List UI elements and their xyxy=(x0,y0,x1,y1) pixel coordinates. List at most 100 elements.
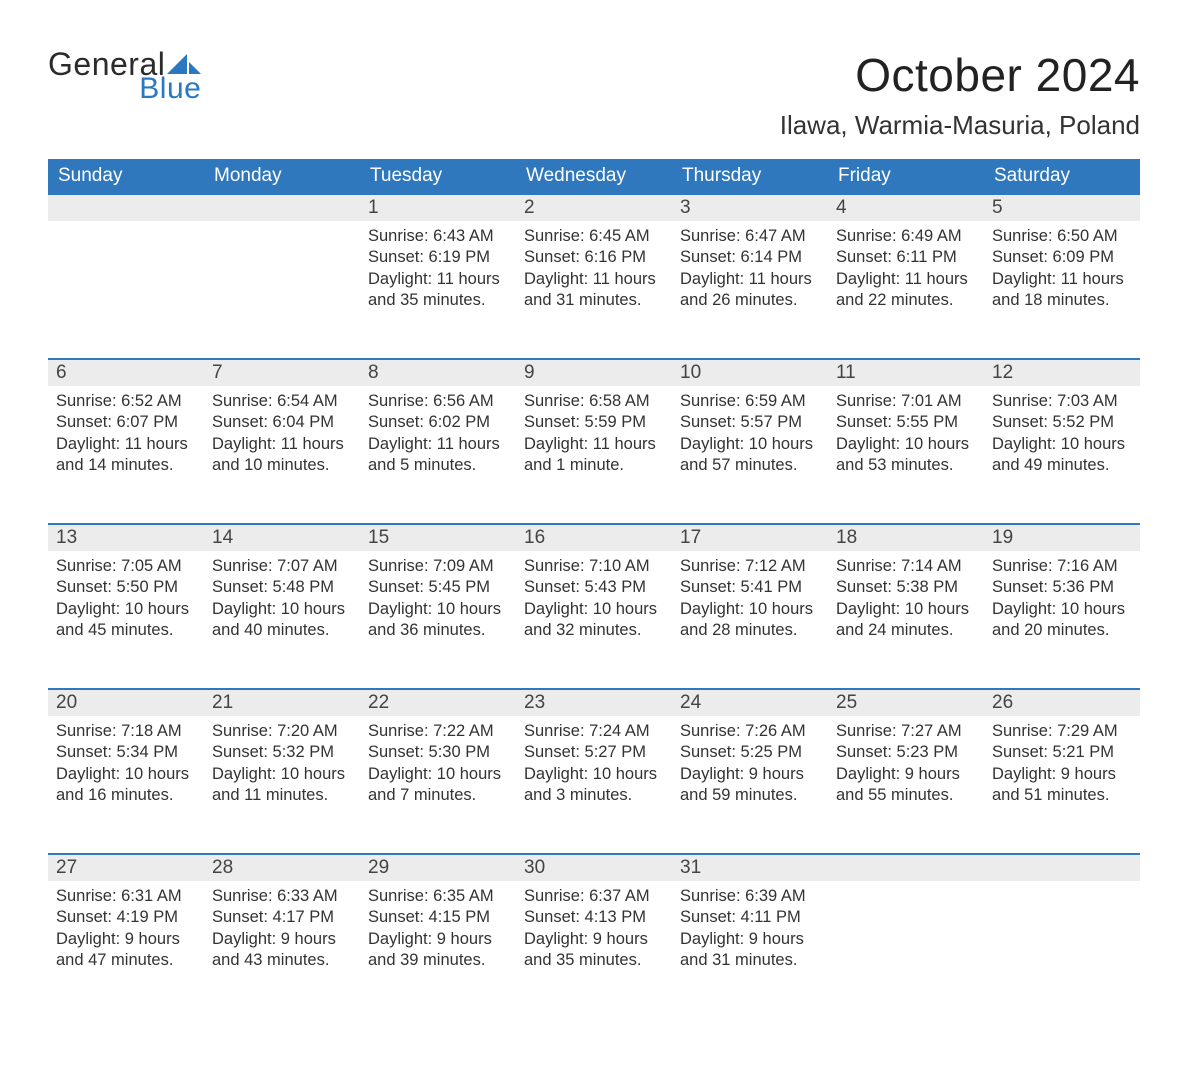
sunrise-text: Sunrise: 7:12 AM xyxy=(680,556,820,577)
sunset-text: Sunset: 6:19 PM xyxy=(368,247,508,268)
sunset-text: Sunset: 5:23 PM xyxy=(836,742,976,763)
daylight-text: Daylight: 11 hours and 5 minutes. xyxy=(368,434,508,477)
daylight-text: Daylight: 9 hours and 31 minutes. xyxy=(680,929,820,972)
day-cell: Sunrise: 7:01 AMSunset: 5:55 PMDaylight:… xyxy=(828,386,984,524)
sunrise-text: Sunrise: 7:03 AM xyxy=(992,391,1132,412)
day-number: 19 xyxy=(984,524,1140,551)
sunset-text: Sunset: 5:38 PM xyxy=(836,577,976,598)
sunrise-text: Sunrise: 6:45 AM xyxy=(524,226,664,247)
content-row: Sunrise: 6:43 AMSunset: 6:19 PMDaylight:… xyxy=(48,221,1140,359)
calendar-header: SundayMondayTuesdayWednesdayThursdayFrid… xyxy=(48,159,1140,194)
day-cell: Sunrise: 6:47 AMSunset: 6:14 PMDaylight:… xyxy=(672,221,828,359)
sunset-text: Sunset: 5:43 PM xyxy=(524,577,664,598)
day-cell: Sunrise: 7:16 AMSunset: 5:36 PMDaylight:… xyxy=(984,551,1140,689)
sunset-text: Sunset: 5:32 PM xyxy=(212,742,352,763)
day-number: 24 xyxy=(672,689,828,716)
sunset-text: Sunset: 4:11 PM xyxy=(680,907,820,928)
day-cell: Sunrise: 6:43 AMSunset: 6:19 PMDaylight:… xyxy=(360,221,516,359)
empty-cell xyxy=(48,194,204,221)
weekday-header: Tuesday xyxy=(360,159,516,194)
sunrise-text: Sunrise: 7:10 AM xyxy=(524,556,664,577)
day-number: 25 xyxy=(828,689,984,716)
day-number: 11 xyxy=(828,359,984,386)
day-number: 3 xyxy=(672,194,828,221)
day-cell: Sunrise: 7:12 AMSunset: 5:41 PMDaylight:… xyxy=(672,551,828,689)
day-number: 21 xyxy=(204,689,360,716)
day-number: 16 xyxy=(516,524,672,551)
sunrise-text: Sunrise: 7:05 AM xyxy=(56,556,196,577)
sunrise-text: Sunrise: 7:18 AM xyxy=(56,721,196,742)
title-block: October 2024 Ilawa, Warmia-Masuria, Pola… xyxy=(780,48,1140,155)
day-cell: Sunrise: 6:39 AMSunset: 4:11 PMDaylight:… xyxy=(672,881,828,1019)
sunrise-text: Sunrise: 7:29 AM xyxy=(992,721,1132,742)
daylight-text: Daylight: 10 hours and 28 minutes. xyxy=(680,599,820,642)
daylight-text: Daylight: 9 hours and 35 minutes. xyxy=(524,929,664,972)
day-number: 7 xyxy=(204,359,360,386)
sunset-text: Sunset: 4:15 PM xyxy=(368,907,508,928)
content-row: Sunrise: 6:31 AMSunset: 4:19 PM Daylight:… xyxy=(48,881,1140,1019)
daylight-text: Daylight: 11 hours and 31 minutes. xyxy=(524,269,664,312)
sunrise-text: Sunrise: 6:47 AM xyxy=(680,226,820,247)
sunset-text: Sunset: 6:04 PM xyxy=(212,412,352,433)
daylight-text: Daylight: 9 hours and 43 minutes. xyxy=(212,929,352,972)
content-row: Sunrise: 7:18 AMSunset: 5:34 PMDaylight:… xyxy=(48,716,1140,854)
day-number: 13 xyxy=(48,524,204,551)
daylight-text: Daylight: 11 hours and 10 minutes. xyxy=(212,434,352,477)
daylight-text: Daylight: 10 hours and 24 minutes. xyxy=(836,599,976,642)
day-cell: Sunrise: 6:49 AMSunset: 6:11 PMDaylight:… xyxy=(828,221,984,359)
daylight-text: Daylight: 11 hours and 35 minutes. xyxy=(368,269,508,312)
sunrise-text: Sunrise: 6:52 AM xyxy=(56,391,196,412)
day-cell: Sunrise: 7:24 AMSunset: 5:27 PMDaylight:… xyxy=(516,716,672,854)
daylight-text: Daylight: 9 hours and 39 minutes. xyxy=(368,929,508,972)
weekday-header: Monday xyxy=(204,159,360,194)
daynum-row: 2728293031 xyxy=(48,854,1140,881)
sunrise-text: Sunrise: 6:31 AM xyxy=(56,886,196,907)
empty-cell xyxy=(828,881,984,1019)
daynum-row: 20212223242526 xyxy=(48,689,1140,716)
day-cell: Sunrise: 6:59 AMSunset: 5:57 PMDaylight:… xyxy=(672,386,828,524)
day-cell: Sunrise: 6:33 AMSunset: 4:17 PMDaylight:… xyxy=(204,881,360,1019)
day-number: 4 xyxy=(828,194,984,221)
daylight-text: Daylight: 9 hours and 59 minutes. xyxy=(680,764,820,807)
day-number: 30 xyxy=(516,854,672,881)
sunset-text: Sunset: 6:16 PM xyxy=(524,247,664,268)
daylight-text: Daylight: 10 hours and 45 minutes. xyxy=(56,599,196,642)
day-number: 17 xyxy=(672,524,828,551)
day-cell: Sunrise: 7:09 AMSunset: 5:45 PMDaylight:… xyxy=(360,551,516,689)
sunrise-text: Sunrise: 7:16 AM xyxy=(992,556,1132,577)
sunrise-text: Sunrise: 7:01 AM xyxy=(836,391,976,412)
day-cell: Sunrise: 7:18 AMSunset: 5:34 PMDaylight:… xyxy=(48,716,204,854)
day-number: 22 xyxy=(360,689,516,716)
sunset-text: Sunset: 5:50 PM xyxy=(56,577,196,598)
day-cell: Sunrise: 7:07 AMSunset: 5:48 PMDaylight:… xyxy=(204,551,360,689)
sunset-text: Sunset: 5:52 PM xyxy=(992,412,1132,433)
sunrise-text: Sunrise: 7:24 AM xyxy=(524,721,664,742)
sunrise-text: Sunrise: 7:22 AM xyxy=(368,721,508,742)
sunset-text: Sunset: 6:09 PM xyxy=(992,247,1132,268)
day-number: 12 xyxy=(984,359,1140,386)
sunset-text: Sunset: 5:30 PM xyxy=(368,742,508,763)
location-subtitle: Ilawa, Warmia-Masuria, Poland xyxy=(780,110,1140,141)
day-cell: Sunrise: 7:29 AMSunset: 5:21 PMDaylight:… xyxy=(984,716,1140,854)
day-number: 5 xyxy=(984,194,1140,221)
day-cell: Sunrise: 6:45 AMSunset: 6:16 PMDaylight:… xyxy=(516,221,672,359)
daylight-text: Daylight: 10 hours and 49 minutes. xyxy=(992,434,1132,477)
sunrise-text: Sunrise: 6:50 AM xyxy=(992,226,1132,247)
empty-cell xyxy=(828,854,984,881)
weekday-header: Friday xyxy=(828,159,984,194)
sunset-text: Sunset: 5:45 PM xyxy=(368,577,508,598)
weekday-header: Sunday xyxy=(48,159,204,194)
sunset-text: Sunset: 5:21 PM xyxy=(992,742,1132,763)
daynum-row: 13141516171819 xyxy=(48,524,1140,551)
sunset-text: Sunset: 5:36 PM xyxy=(992,577,1132,598)
calendar-table: SundayMondayTuesdayWednesdayThursdayFrid… xyxy=(48,159,1140,1019)
weekday-header: Thursday xyxy=(672,159,828,194)
sunset-text: Sunset: 4:19 PM xyxy=(56,907,196,928)
sunrise-text: Sunrise: 6:58 AM xyxy=(524,391,664,412)
day-cell: Sunrise: 7:22 AMSunset: 5:30 PMDaylight:… xyxy=(360,716,516,854)
sunrise-text: Sunrise: 6:54 AM xyxy=(212,391,352,412)
day-cell: Sunrise: 6:35 AMSunset: 4:15 PMDaylight:… xyxy=(360,881,516,1019)
sunset-text: Sunset: 5:25 PM xyxy=(680,742,820,763)
day-cell: Sunrise: 7:26 AMSunset: 5:25 PMDaylight:… xyxy=(672,716,828,854)
day-number: 2 xyxy=(516,194,672,221)
